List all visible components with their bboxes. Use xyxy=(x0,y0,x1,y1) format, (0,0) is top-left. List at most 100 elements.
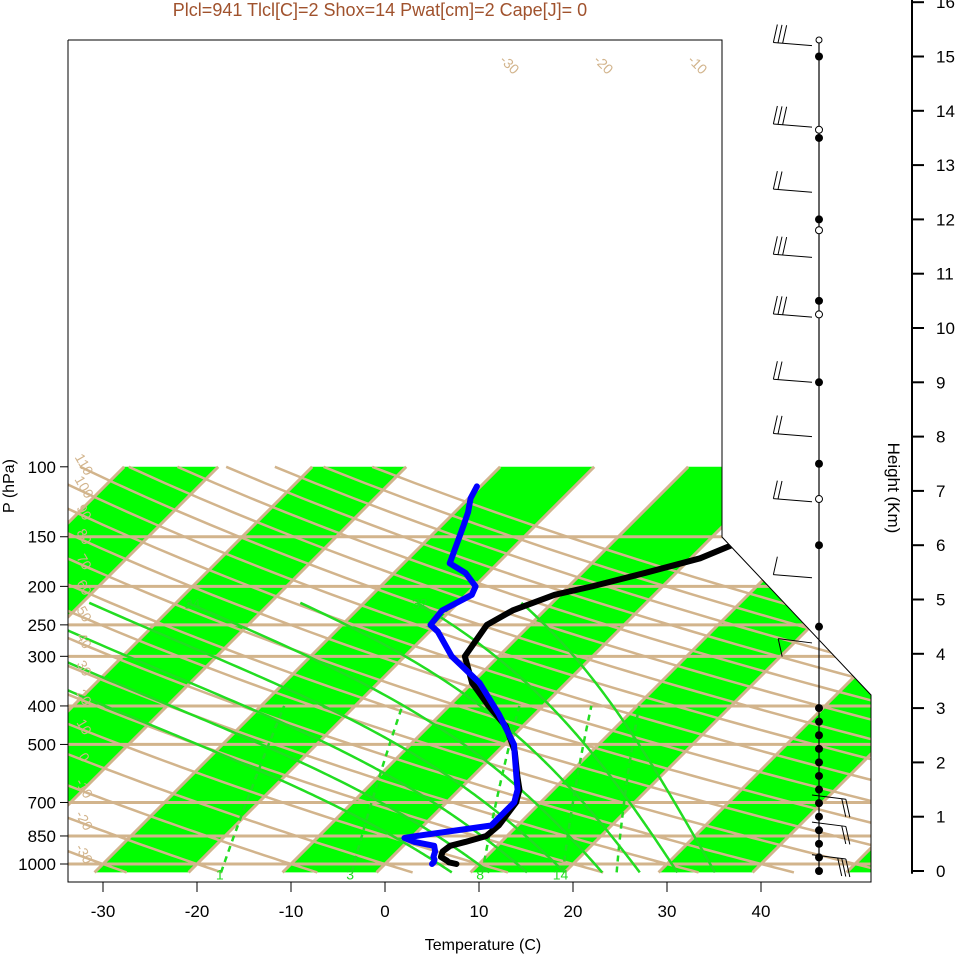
wind-barb xyxy=(772,105,813,128)
wind-level-marker xyxy=(815,744,823,753)
x-tick-label: 40 xyxy=(752,902,771,921)
dry-adiabat-line xyxy=(274,465,871,874)
moist-adiabat-line xyxy=(68,601,453,874)
height-tick-label: 6 xyxy=(936,536,945,555)
x-tick-label: -30 xyxy=(91,902,116,921)
wind-barb-flag xyxy=(782,236,788,256)
wind-level-marker xyxy=(815,622,823,631)
dry-adiabat-line xyxy=(128,465,871,874)
moist-adiabat-line xyxy=(299,601,641,874)
height-tick-label: 5 xyxy=(936,591,945,610)
isotherm-label: -30 xyxy=(497,52,523,78)
chart-title: Plcl=941 Tlcl[C]=2 Shox=14 Pwat[cm]=2 Ca… xyxy=(173,0,587,20)
pressure-axis: 100 150 200 250 300 400 500 700 850 1000 xyxy=(18,40,69,882)
wind-barb-flag xyxy=(777,296,783,315)
isotherm-band xyxy=(658,466,871,873)
isotherm-line xyxy=(68,465,220,874)
height-tick-label: 1 xyxy=(936,808,945,827)
y-axis-label: P (hPa) xyxy=(1,459,18,513)
moist-adiabat-line xyxy=(88,601,566,874)
height-tick-label: 4 xyxy=(936,645,945,664)
temperature-axis: -30 -20 -10 0 10 20 30 40 xyxy=(91,881,771,921)
dry-adiabat-label: 30 xyxy=(74,657,96,679)
isotherm-line xyxy=(0,467,30,873)
moist-adiabat-line xyxy=(68,601,528,874)
wind-barb-flag xyxy=(782,25,788,44)
dry-adiabat-line xyxy=(68,465,413,874)
y-tick-label: 300 xyxy=(28,647,56,666)
height-tick-label: 16 xyxy=(936,0,955,12)
wind-level-marker xyxy=(815,758,823,767)
wind-barb-flag xyxy=(772,295,778,315)
wind-level-marker xyxy=(815,771,823,780)
wind-barb xyxy=(772,480,813,503)
wind-level-marker xyxy=(815,717,823,726)
wind-barb-flag xyxy=(777,24,783,44)
wind-barb-flag xyxy=(772,361,778,380)
y-tick-label: 700 xyxy=(28,793,56,812)
wind-level-marker xyxy=(815,826,823,835)
dry-adiabat-label: 80 xyxy=(74,526,96,548)
isotherm-band xyxy=(68,466,219,873)
moist-adiabat-line xyxy=(68,601,491,874)
dry-adiabat-line xyxy=(68,465,223,874)
moist-adiabat-line xyxy=(416,601,679,874)
wind-barb-shaft xyxy=(773,432,813,438)
mixing-ratio-label: 3 xyxy=(346,866,354,882)
wind-level-marker xyxy=(815,296,823,305)
dry-adiabat-line xyxy=(79,465,871,874)
wind-barb-flag xyxy=(777,638,783,657)
wind-barb xyxy=(777,638,813,657)
height-axis-label: Height (Km) xyxy=(884,443,903,534)
wind-barb-shaft xyxy=(773,498,813,503)
mixing-ratio-label: 14 xyxy=(553,866,569,882)
isotherm-label: -10 xyxy=(685,52,711,78)
height-tick-label: 10 xyxy=(936,319,955,338)
isotherm-band xyxy=(94,466,595,873)
wind-barb-flag xyxy=(777,361,783,380)
isotherm-line xyxy=(68,465,314,874)
wind-level-marker xyxy=(815,459,823,468)
wind-level-marker xyxy=(815,704,823,713)
x-tick-label: 10 xyxy=(470,902,489,921)
wind-barb-flag xyxy=(772,171,778,190)
mixing-ratio-line xyxy=(615,705,641,873)
isotherm-band xyxy=(0,467,30,873)
wind-barb-shaft xyxy=(811,854,846,860)
wind-barb-shaft xyxy=(811,794,846,800)
wind-level-marker xyxy=(815,378,823,387)
y-tick-label: 850 xyxy=(28,827,56,846)
dry-adiabat-line xyxy=(225,465,871,874)
wind-barb-shaft xyxy=(778,638,813,644)
wind-barb xyxy=(772,361,813,383)
height-tick-label: 2 xyxy=(936,753,945,772)
height-tick-label: 15 xyxy=(936,48,955,67)
dry-adiabat-label: 60 xyxy=(74,577,96,599)
height-tick-label: 12 xyxy=(936,210,955,229)
mixing-ratio-lines xyxy=(219,705,641,873)
wind-barb-shaft xyxy=(773,378,813,383)
wind-barb-flag xyxy=(841,798,847,817)
wind-level-marker xyxy=(815,226,823,235)
wind-barb-flag xyxy=(782,106,788,125)
dry-adiabat-line xyxy=(68,465,871,874)
dry-adiabat-label: 40 xyxy=(74,630,96,652)
wind-barb xyxy=(772,295,813,318)
height-tick-label: 0 xyxy=(936,862,945,881)
y-tick-label: 200 xyxy=(28,577,56,596)
dry-adiabat-line xyxy=(68,465,795,874)
dry-adiabat-label: 20 xyxy=(74,687,96,709)
height-tick-label: 9 xyxy=(936,373,945,392)
mixing-ratio-label: 1 xyxy=(216,866,224,882)
height-tick-label: 3 xyxy=(936,699,945,718)
y-tick-label: 100 xyxy=(28,458,56,477)
wind-level-marker xyxy=(815,812,823,821)
wind-barb-flag xyxy=(841,858,847,877)
y-tick-label: 150 xyxy=(28,528,56,547)
sounding-profiles xyxy=(401,483,871,867)
isotherm-label: -20 xyxy=(591,52,617,78)
height-tick-label: 7 xyxy=(936,482,945,501)
wind-barb-flag xyxy=(845,826,851,845)
